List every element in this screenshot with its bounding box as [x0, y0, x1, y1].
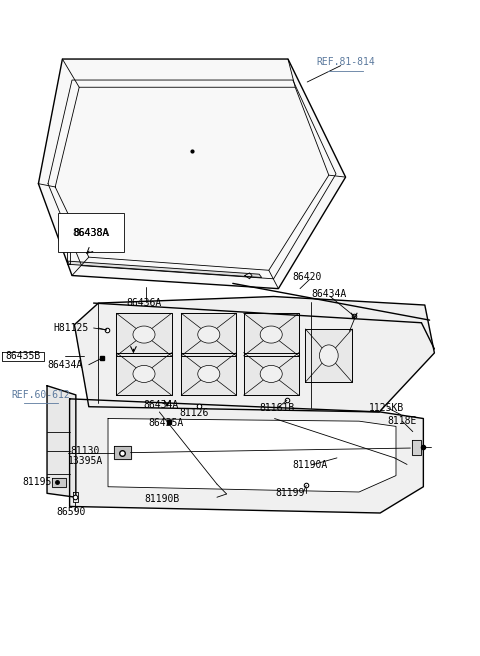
Polygon shape	[116, 352, 172, 395]
Text: 86436A: 86436A	[126, 298, 162, 308]
Text: 81126: 81126	[180, 408, 209, 419]
Ellipse shape	[198, 326, 220, 343]
Polygon shape	[114, 446, 131, 459]
Text: 86434A: 86434A	[47, 359, 83, 370]
Text: 86590: 86590	[56, 506, 86, 517]
Text: 8118E: 8118E	[387, 416, 417, 426]
Text: 81190B: 81190B	[144, 493, 180, 504]
Ellipse shape	[260, 365, 282, 382]
Polygon shape	[412, 440, 421, 455]
Text: 81199: 81199	[276, 488, 305, 499]
Text: 86438A: 86438A	[72, 228, 110, 238]
Polygon shape	[67, 261, 262, 277]
Polygon shape	[181, 314, 236, 356]
Text: 86435A: 86435A	[148, 418, 183, 428]
Ellipse shape	[198, 365, 220, 382]
Polygon shape	[47, 386, 76, 497]
Text: 81130: 81130	[71, 446, 100, 457]
Text: 86420: 86420	[292, 272, 322, 282]
Text: 81195: 81195	[23, 477, 52, 487]
Text: 13395A: 13395A	[68, 455, 103, 466]
Polygon shape	[305, 329, 352, 382]
Text: 81190A: 81190A	[292, 460, 327, 470]
Ellipse shape	[319, 345, 338, 366]
Text: 86438A: 86438A	[73, 228, 109, 238]
Text: 81161B: 81161B	[260, 403, 295, 413]
Text: 86434A: 86434A	[143, 400, 179, 411]
Polygon shape	[70, 399, 423, 513]
Text: REF.81-814: REF.81-814	[316, 57, 375, 68]
Polygon shape	[52, 478, 66, 487]
Ellipse shape	[133, 326, 155, 343]
Polygon shape	[243, 314, 299, 356]
Polygon shape	[38, 59, 346, 289]
Polygon shape	[116, 314, 172, 356]
Text: 1125KB: 1125KB	[369, 403, 404, 413]
Ellipse shape	[260, 326, 282, 343]
Ellipse shape	[133, 365, 155, 382]
Polygon shape	[108, 419, 396, 492]
Text: 86435B: 86435B	[5, 350, 41, 361]
Polygon shape	[181, 352, 236, 395]
Text: 86434A: 86434A	[311, 289, 347, 299]
Text: REF.60-612: REF.60-612	[12, 390, 70, 400]
Polygon shape	[243, 352, 299, 395]
Polygon shape	[74, 297, 434, 412]
Text: H81125: H81125	[53, 323, 89, 333]
